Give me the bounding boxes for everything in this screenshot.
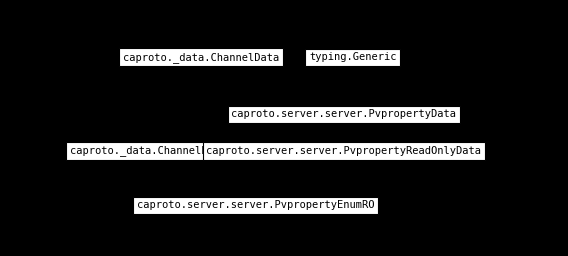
Text: typing.Generic: typing.Generic <box>309 52 396 62</box>
Text: caproto._data.ChannelData: caproto._data.ChannelData <box>123 52 279 63</box>
Text: caproto._data.ChannelEnum: caproto._data.ChannelEnum <box>70 145 226 156</box>
Text: caproto.server.server.PvpropertyReadOnlyData: caproto.server.server.PvpropertyReadOnly… <box>206 146 482 156</box>
Text: caproto.server.server.PvpropertyData: caproto.server.server.PvpropertyData <box>231 110 457 120</box>
Text: caproto.server.server.PvpropertyEnumRO: caproto.server.server.PvpropertyEnumRO <box>137 200 375 210</box>
